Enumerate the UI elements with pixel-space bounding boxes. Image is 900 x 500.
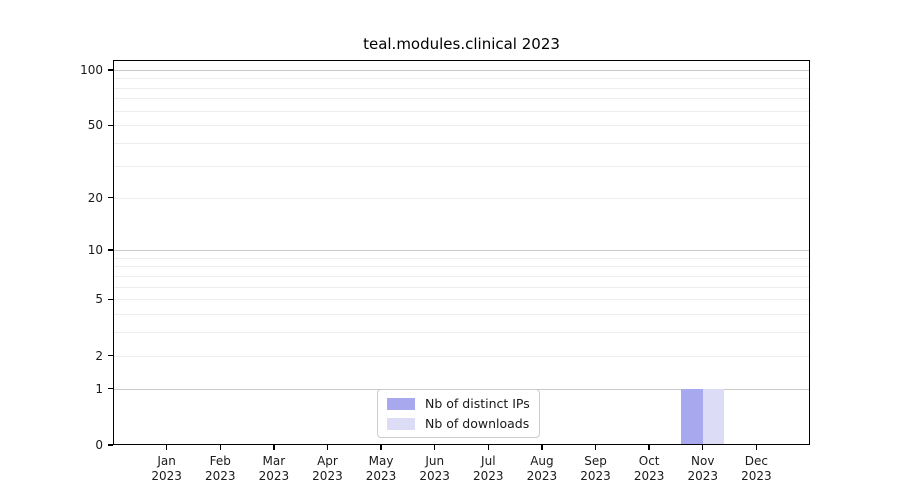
x-tick-label-jan-2023: Jan 2023 xyxy=(151,454,182,483)
x-tick-dec-2023 xyxy=(755,445,758,450)
gridline-minor-90 xyxy=(113,78,810,80)
y-tick-label-2: 2 xyxy=(95,348,103,363)
y-tick-label-0: 0 xyxy=(95,438,103,452)
legend: Nb of distinct IPs Nb of downloads xyxy=(377,389,540,438)
chart-title: teal.modules.clinical 2023 xyxy=(363,35,560,53)
y-tick-label-1: 1 xyxy=(95,381,103,396)
gridline-minor-3 xyxy=(113,332,810,334)
gridline-minor-7 xyxy=(113,275,810,277)
x-tick-may-2023 xyxy=(380,445,382,450)
y-tick-0 xyxy=(108,444,113,446)
y-tick-50 xyxy=(108,124,113,127)
x-tick-jun-2023 xyxy=(433,445,436,450)
x-tick-apr-2023 xyxy=(326,445,329,450)
gridline-minor-8 xyxy=(113,266,810,268)
gridline-minor-40 xyxy=(113,143,810,145)
gridline-minor-30 xyxy=(113,165,810,167)
gridline-major-100 xyxy=(113,69,810,71)
gridline-minor-80 xyxy=(113,87,810,89)
x-tick-label-sep-2023: Sep 2023 xyxy=(580,454,611,483)
legend-row-nb-of-downloads: Nb of downloads xyxy=(387,416,530,431)
y-tick-label-10: 10 xyxy=(87,243,103,258)
gridline-minor-6 xyxy=(113,286,810,288)
bar-nov-2023-nb-of-distinct-ips xyxy=(681,388,703,445)
plot-frame xyxy=(113,60,810,445)
x-tick-label-feb-2023: Feb 2023 xyxy=(204,454,236,483)
x-tick-jan-2023 xyxy=(165,445,168,450)
x-tick-feb-2023 xyxy=(219,445,221,450)
gridline-minor-60 xyxy=(113,110,810,112)
y-tick-label-20: 20 xyxy=(87,190,103,205)
x-tick-label-oct-2023: Oct 2023 xyxy=(633,454,665,483)
gridline-major-10 xyxy=(113,250,810,252)
y-tick-label-100: 100 xyxy=(80,62,103,77)
y-tick-2 xyxy=(108,354,113,357)
legend-label-nb-of-downloads: Nb of downloads xyxy=(425,416,530,431)
y-tick-label-50: 50 xyxy=(87,118,103,133)
y-tick-label-5: 5 xyxy=(95,292,103,307)
x-tick-label-nov-2023: Nov 2023 xyxy=(687,454,719,483)
x-tick-label-jul-2023: Jul 2023 xyxy=(473,454,504,483)
gridline-minor-9 xyxy=(113,257,810,259)
x-tick-mar-2023 xyxy=(273,445,275,450)
bar-nov-2023-nb-of-downloads xyxy=(702,388,725,445)
legend-swatch-nb-of-downloads xyxy=(387,417,415,430)
x-tick-label-apr-2023: Apr 2023 xyxy=(312,454,343,483)
y-tick-20 xyxy=(108,196,113,199)
x-tick-jul-2023 xyxy=(487,445,489,450)
x-tick-label-aug-2023: Aug 2023 xyxy=(526,454,558,483)
x-tick-label-may-2023: May 2023 xyxy=(365,454,397,483)
x-tick-label-jun-2023: Jun 2023 xyxy=(419,454,450,483)
legend-label-nb-of-distinct-ips: Nb of distinct IPs xyxy=(425,396,530,411)
gridline-minor-20 xyxy=(113,197,810,199)
y-tick-5 xyxy=(108,298,113,301)
x-tick-nov-2023 xyxy=(702,445,704,450)
legend-row-nb-of-distinct-ips: Nb of distinct IPs xyxy=(387,396,530,411)
y-tick-100 xyxy=(108,69,113,71)
gridline-minor-5 xyxy=(113,299,810,301)
y-tick-10 xyxy=(108,249,113,251)
x-tick-aug-2023 xyxy=(541,445,543,450)
x-tick-label-mar-2023: Mar 2023 xyxy=(258,454,290,483)
plot-area: Nb of distinct IPs Nb of downloads 0 1 2 5 10… xyxy=(80,60,810,483)
y-tick-1 xyxy=(108,387,113,390)
x-tick-sep-2023 xyxy=(594,445,597,450)
gridline-minor-2 xyxy=(113,355,810,357)
x-tick-label-dec-2023: Dec 2023 xyxy=(741,454,772,483)
gridline-minor-4 xyxy=(113,314,810,316)
gridline-minor-70 xyxy=(113,98,810,100)
legend-swatch-nb-of-distinct-ips xyxy=(387,397,415,410)
gridline-minor-50 xyxy=(113,125,810,127)
x-tick-oct-2023 xyxy=(648,445,650,450)
